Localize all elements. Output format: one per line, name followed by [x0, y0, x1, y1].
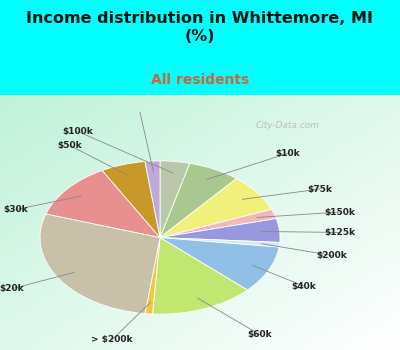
Wedge shape [145, 161, 160, 238]
Wedge shape [46, 170, 160, 238]
Wedge shape [160, 238, 279, 290]
Text: $60k: $60k [248, 330, 272, 339]
Text: $75k: $75k [308, 184, 332, 194]
Text: Income distribution in Whittemore, MI
(%): Income distribution in Whittemore, MI (%… [26, 10, 374, 44]
Text: $200k: $200k [317, 251, 347, 260]
Wedge shape [102, 162, 160, 238]
Text: City-Data.com: City-Data.com [256, 121, 320, 130]
Wedge shape [160, 178, 272, 238]
Wedge shape [160, 238, 280, 247]
Wedge shape [152, 238, 248, 314]
Text: $50k: $50k [58, 141, 82, 150]
Wedge shape [160, 218, 280, 243]
Wedge shape [160, 161, 190, 238]
Wedge shape [40, 214, 160, 314]
Text: $20k: $20k [0, 284, 24, 293]
Wedge shape [160, 209, 276, 238]
Text: $40k: $40k [292, 282, 316, 290]
Text: $30k: $30k [4, 205, 28, 214]
Text: > $200k: > $200k [91, 335, 133, 344]
Text: $125k: $125k [324, 228, 356, 237]
Wedge shape [145, 238, 160, 314]
Wedge shape [160, 163, 236, 238]
Text: $150k: $150k [324, 208, 356, 217]
Text: $10k: $10k [276, 149, 300, 158]
Text: All residents: All residents [151, 74, 249, 88]
Text: $100k: $100k [63, 127, 93, 136]
